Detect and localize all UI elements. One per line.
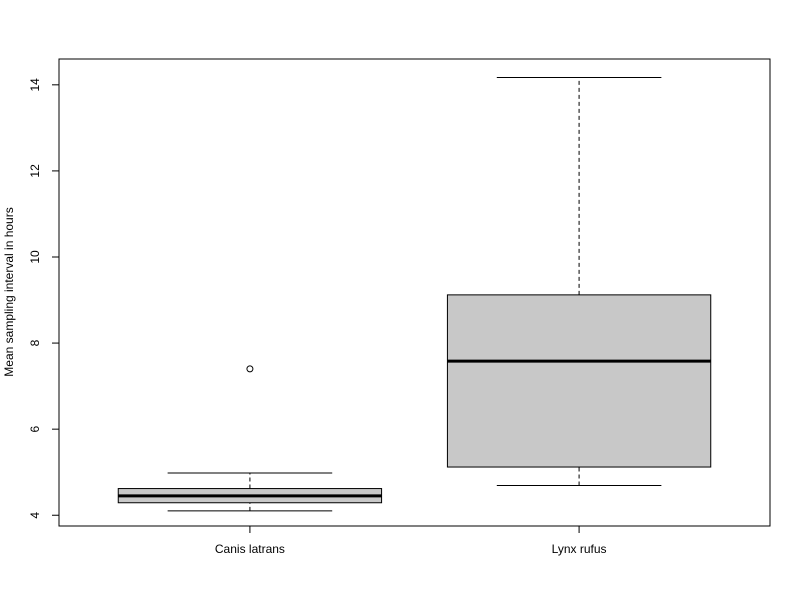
- y-axis: 4 6 8 10 12 14: [28, 78, 60, 519]
- x-axis: Canis latrans Lynx rufus: [215, 525, 607, 556]
- x-tick-label: Canis latrans: [215, 542, 285, 556]
- y-tick-label: 8: [28, 339, 42, 346]
- y-tick-label: 4: [28, 512, 42, 519]
- box-group: [446, 77, 712, 487]
- x-tick-label: Lynx rufus: [552, 542, 607, 556]
- y-axis-title: Mean sampling interval in hours: [2, 207, 16, 376]
- y-tick-label: 6: [28, 426, 42, 433]
- boxes-layer: [117, 77, 712, 512]
- box-group: [117, 365, 383, 512]
- iqr-box: [446, 294, 712, 468]
- outlier-point: [246, 365, 254, 373]
- y-tick-label: 14: [28, 78, 42, 92]
- y-tick-label: 10: [28, 250, 42, 264]
- y-tick-label: 12: [28, 164, 42, 178]
